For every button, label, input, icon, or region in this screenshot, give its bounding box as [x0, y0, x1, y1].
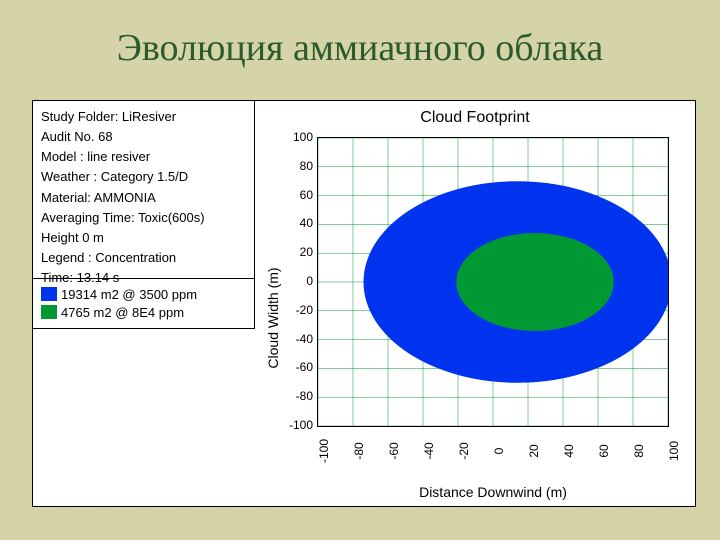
- y-tick-label: 60: [277, 188, 313, 202]
- legend-swatch: [41, 287, 57, 301]
- info-audit-no: Audit No. 68: [41, 127, 246, 147]
- x-tick-label: -60: [387, 442, 401, 459]
- info-material: Material: AMMONIA: [41, 188, 246, 208]
- y-tick-label: 20: [277, 245, 313, 259]
- legend-panel: 19314 m2 @ 3500 ppm 4765 m2 @ 8E4 ppm: [33, 279, 255, 329]
- y-tick-label: -60: [277, 360, 313, 374]
- x-ticks: -100-80-60-40-20020406080100: [317, 427, 669, 473]
- y-ticks: -100-80-60-40-20020406080100: [277, 137, 313, 427]
- info-model: Model : line resiver: [41, 147, 246, 167]
- y-axis-label: Cloud Width (m): [265, 173, 281, 463]
- info-panel: Study Folder: LiResiver Audit No. 68 Mod…: [33, 101, 255, 279]
- plot-svg: [318, 138, 668, 426]
- y-tick-label: 40: [277, 216, 313, 230]
- chart-area: Cloud Footprint -100 -80 -60 -40 -20 0 20 40 60 8…: [255, 101, 695, 506]
- x-tick-label: -20: [457, 442, 471, 459]
- legend-item: 4765 m2 @ 8E4 ppm: [41, 303, 246, 321]
- x-tick-label: 100: [667, 441, 681, 461]
- x-tick-label: 80: [632, 444, 646, 457]
- legend-swatch: [41, 305, 57, 319]
- slide-title: Эволюция аммиачного облака: [0, 0, 720, 84]
- info-weather: Weather : Category 1.5/D: [41, 167, 246, 187]
- y-tick-label: 0: [277, 274, 313, 288]
- legend-label: 4765 m2 @ 8E4 ppm: [61, 305, 184, 320]
- x-tick-label: -80: [352, 442, 366, 459]
- x-tick-label: -40: [422, 442, 436, 459]
- y-tick-label: -40: [277, 332, 313, 346]
- y-tick-label: -20: [277, 303, 313, 317]
- x-tick-label: 20: [527, 444, 541, 457]
- info-legend-label: Legend : Concentration: [41, 248, 246, 268]
- x-tick-label: 60: [597, 444, 611, 457]
- info-avg-time: Averaging Time: Toxic(600s): [41, 208, 246, 228]
- legend-label: 19314 m2 @ 3500 ppm: [61, 287, 197, 302]
- info-height: Height 0 m: [41, 228, 246, 248]
- info-study-folder: Study Folder: LiResiver: [41, 107, 246, 127]
- x-tick-label: 0: [492, 448, 506, 455]
- chart-title: Cloud Footprint: [255, 109, 695, 127]
- plot-region: [317, 137, 669, 427]
- x-tick-label: 40: [562, 444, 576, 457]
- x-axis-label: Distance Downwind (m): [317, 484, 669, 500]
- legend-item: 19314 m2 @ 3500 ppm: [41, 285, 246, 303]
- y-tick-label: 80: [277, 159, 313, 173]
- y-tick-label: -100: [277, 418, 313, 432]
- x-tick-label: -100: [317, 439, 331, 463]
- figure-container: Study Folder: LiResiver Audit No. 68 Mod…: [32, 100, 696, 507]
- y-tick-label: -80: [277, 389, 313, 403]
- y-tick-label: 100: [277, 130, 313, 144]
- cloud-shapes: [364, 181, 669, 383]
- cloud-ellipse: [456, 233, 614, 331]
